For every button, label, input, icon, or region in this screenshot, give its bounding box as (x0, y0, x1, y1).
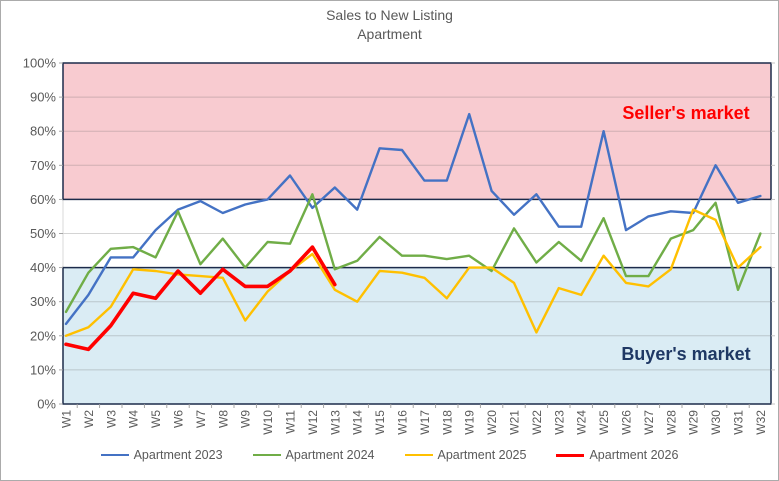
legend-line-swatch (252, 454, 281, 456)
band-1 (63, 267, 771, 404)
svg-text:W32: W32 (754, 410, 768, 435)
svg-text:W6: W6 (172, 410, 186, 428)
svg-text:50%: 50% (30, 226, 56, 241)
svg-text:W30: W30 (709, 410, 723, 435)
svg-text:W26: W26 (620, 410, 634, 435)
svg-text:W29: W29 (687, 410, 701, 435)
series-apartment-2024 (64, 193, 762, 314)
chart-legend: Apartment 2023 Apartment 2024 Apartment 20… (1, 448, 778, 462)
svg-text:W1: W1 (60, 410, 74, 428)
legend-item-apartment-2023: Apartment 2023 (100, 448, 223, 462)
svg-text:W27: W27 (642, 410, 656, 435)
legend-label: Apartment 2024 (285, 448, 375, 462)
axis-ticks (59, 62, 775, 408)
svg-text:W16: W16 (396, 410, 410, 435)
svg-text:W9: W9 (239, 410, 253, 428)
svg-text:W8: W8 (216, 410, 230, 428)
svg-text:W15: W15 (373, 410, 387, 435)
chart-title-line2: Apartment (357, 26, 422, 42)
svg-text:W28: W28 (664, 410, 678, 435)
legend-line-swatch (556, 453, 585, 457)
svg-text:10%: 10% (30, 362, 56, 377)
svg-text:W19: W19 (463, 410, 477, 435)
legend-label: Apartment 2025 (437, 448, 527, 462)
sellers-market-label: Seller's market (622, 103, 750, 123)
svg-text:W2: W2 (82, 410, 96, 428)
svg-text:60%: 60% (30, 192, 56, 207)
svg-text:W17: W17 (418, 410, 432, 435)
y-axis-labels: 0% 10% 20% 30% 40% 50% 60% 70% 80% 90% 100% (23, 56, 57, 412)
svg-text:80%: 80% (30, 124, 56, 139)
svg-text:W7: W7 (194, 410, 208, 428)
legend-line-swatch (404, 454, 433, 456)
svg-text:30%: 30% (30, 294, 56, 309)
legend-item-apartment-2026: Apartment 2026 (556, 448, 678, 462)
svg-text:90%: 90% (30, 90, 56, 105)
svg-text:100%: 100% (23, 56, 57, 71)
series-apartment-2023 (64, 112, 762, 326)
chart-title-line1: Sales to New Listing (326, 7, 453, 23)
x-axis-labels: W1 W2 W3 W4 W5 W6 W7 W8 W9 W10 W11 W12 W13 W14 W15 W16 W… (60, 410, 768, 435)
svg-text:W21: W21 (508, 410, 522, 435)
svg-text:W13: W13 (328, 410, 342, 435)
svg-text:40%: 40% (30, 260, 56, 275)
band-0 (63, 63, 771, 200)
svg-text:W25: W25 (597, 410, 611, 435)
svg-text:W14: W14 (351, 410, 365, 435)
series-apartment-2026 (64, 245, 337, 352)
svg-text:W10: W10 (261, 410, 275, 435)
legend-item-apartment-2025: Apartment 2025 (404, 448, 527, 462)
svg-text:W3: W3 (104, 410, 118, 428)
svg-text:W11: W11 (284, 410, 298, 434)
svg-text:W22: W22 (530, 410, 544, 435)
svg-text:W4: W4 (127, 410, 141, 428)
svg-text:W24: W24 (575, 410, 589, 435)
svg-text:W20: W20 (485, 410, 499, 435)
legend-line-swatch (100, 454, 129, 456)
svg-text:W18: W18 (440, 410, 454, 435)
legend-label: Apartment 2023 (133, 448, 223, 462)
svg-text:20%: 20% (30, 328, 56, 343)
svg-text:W5: W5 (149, 410, 163, 428)
svg-text:W23: W23 (552, 410, 566, 435)
svg-text:W31: W31 (732, 410, 746, 435)
legend-item-apartment-2024: Apartment 2024 (252, 448, 375, 462)
buyers-market-label: Buyer's market (621, 344, 751, 364)
svg-text:W12: W12 (306, 410, 320, 435)
svg-text:70%: 70% (30, 158, 56, 173)
legend-label: Apartment 2026 (589, 448, 679, 462)
chart-title: Sales to New Listing Apartment (1, 6, 778, 44)
svg-text:0%: 0% (37, 397, 56, 412)
